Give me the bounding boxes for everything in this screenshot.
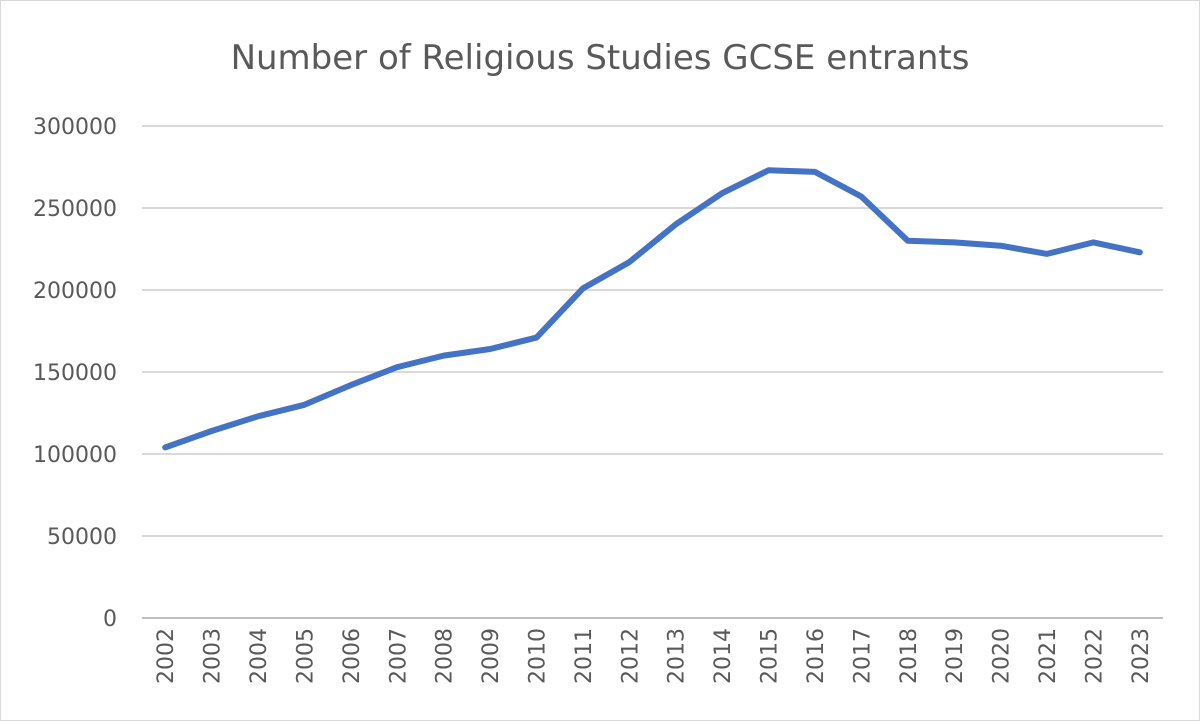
x-tick-label: 2013 [665, 628, 690, 684]
x-tick-label: 2015 [758, 628, 783, 684]
y-tick-label: 100000 [33, 443, 117, 468]
x-tick-label: 2009 [479, 628, 504, 684]
x-tick-label: 2019 [943, 628, 968, 684]
x-tick-label: 2018 [897, 628, 922, 684]
x-tick-label: 2016 [804, 628, 829, 684]
x-tick-label: 2012 [618, 628, 643, 684]
x-tick-label: 2002 [154, 628, 179, 684]
x-tick-label: 2007 [386, 628, 411, 684]
y-tick-label: 250000 [33, 197, 117, 222]
y-axis: 0 50000 100000 150000 200000 250000 300000 [33, 115, 117, 632]
series-line [162, 167, 1143, 451]
x-axis: 2002 2003 2004 2005 2006 2007 2008 2009 2010 2011… [154, 628, 1154, 684]
x-tick-label: 2023 [1129, 628, 1154, 684]
plot-area [162, 167, 1143, 451]
x-tick-label: 2005 [293, 628, 318, 684]
x-tick-label: 2003 [201, 628, 226, 684]
x-tick-label: 2008 [433, 628, 458, 684]
x-tick-label: 2021 [1036, 628, 1061, 684]
x-tick-label: 2014 [711, 628, 736, 684]
x-tick-label: 2022 [1082, 628, 1107, 684]
x-tick-label: 2011 [572, 628, 597, 684]
x-tick-label: 2020 [990, 628, 1015, 684]
y-tick-label: 50000 [47, 525, 117, 550]
x-tick-label: 2010 [525, 628, 550, 684]
y-tick-label: 150000 [33, 361, 117, 386]
x-tick-label: 2017 [850, 628, 875, 684]
y-tick-label: 300000 [33, 115, 117, 140]
gridlines [142, 125, 1163, 619]
x-tick-label: 2004 [247, 628, 272, 684]
y-tick-label: 0 [103, 607, 117, 632]
y-tick-label: 200000 [33, 279, 117, 304]
x-tick-label: 2006 [340, 628, 365, 684]
chart-title: Number of Religious Studies GCSE entrant… [230, 38, 970, 78]
